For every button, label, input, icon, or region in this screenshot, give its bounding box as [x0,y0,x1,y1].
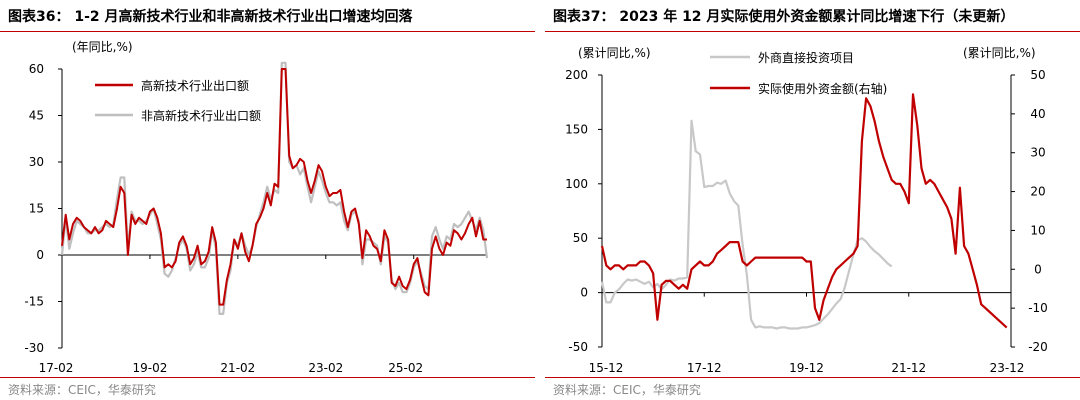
legend-label: 外商直接投资项目 [758,50,854,65]
series-line [61,68,487,306]
legend-label: 高新技术行业出口额 [141,78,249,93]
legend-label: 实际使用外资金额(右轴) [758,81,887,96]
series-line [60,61,489,315]
x-tick-label: 19-12 [789,361,824,375]
source-divider [0,377,535,378]
y-left-axis-label: (累计同比,%) [578,46,651,60]
y-right-tick-label: 10 [1030,223,1045,237]
series-line [600,93,1008,329]
source-divider [545,377,1080,378]
legend-label: 非高新技术行业出口额 [141,108,261,123]
title-divider [545,31,1080,32]
series-line [600,119,893,330]
fdi-growth-chart: 200150100500-5050403020100-10-20(累计同比,%)… [565,46,1048,375]
y-left-tick-label: 100 [565,177,588,191]
source-note: 资料来源：CEIC，华泰研究 [8,383,156,397]
chart-title: 图表36： 1-2 月高新技术行业和非高新技术行业出口增速均回落 [8,9,413,25]
y-right-tick-label: 50 [1030,68,1045,82]
y-tick-label: 45 [29,109,44,123]
x-tick-label: 17-12 [687,361,722,375]
y-left-tick-label: 50 [573,231,588,245]
chart-panel-exports: 图表36： 1-2 月高新技术行业和非高新技术行业出口增速均回落 60 45 30 1… [0,0,535,400]
y-right-tick-label: 30 [1030,146,1045,160]
y-axis-label: (年同比,%) [72,40,133,54]
y-left-tick-label: 0 [580,286,588,300]
y-right-tick-label: 40 [1030,107,1045,121]
y-left-tick-label: 200 [565,68,588,82]
y-tick-label: 30 [29,155,44,169]
y-left-tick-label: 150 [565,122,588,136]
y-tick-label: -15 [24,295,44,309]
chart-panel-fdi: 图表37： 2023 年 12 月实际使用外资金额累计同比增速下行（未更新） 2… [545,0,1080,400]
export-growth-chart: 60 45 30 15 0 -15 -30 (年同比,%) 17-02 19-02 21-02 23-… [24,40,489,375]
x-tick-label: 19-02 [132,361,167,375]
y-tick-label: 60 [29,62,44,76]
title-divider [0,31,535,32]
source-note: 资料来源：CEIC，华泰研究 [553,383,701,397]
y-right-tick-label: 0 [1034,262,1042,276]
y-right-axis-label: (累计同比,%) [963,46,1036,60]
x-tick-label: 23-12 [990,361,1025,375]
chart-title: 图表37： 2023 年 12 月实际使用外资金额累计同比增速下行（未更新） [553,9,1015,25]
y-tick-label: 0 [36,248,44,262]
x-tick-label: 23-02 [308,361,343,375]
x-tick-label: 17-02 [39,361,74,375]
y-right-tick-label: -20 [1028,340,1048,354]
y-right-tick-label: -10 [1028,301,1048,315]
y-right-tick-label: 20 [1030,185,1045,199]
y-left-tick-label: -50 [568,340,588,354]
x-tick-label: 21-12 [891,361,926,375]
x-tick-label: 25-02 [388,361,423,375]
x-tick-label: 15-12 [589,361,624,375]
y-tick-label: -30 [24,341,44,355]
y-tick-label: 15 [29,202,44,216]
x-tick-label: 21-02 [220,361,255,375]
